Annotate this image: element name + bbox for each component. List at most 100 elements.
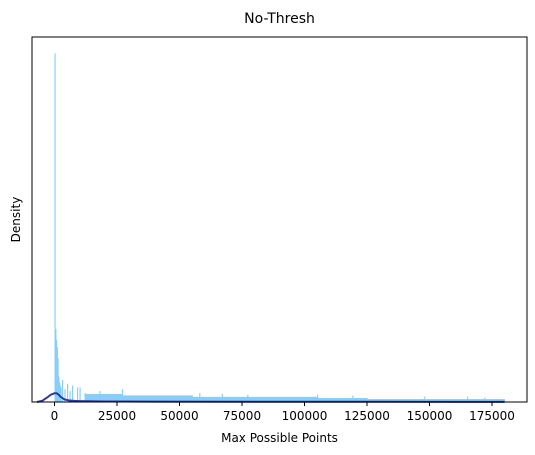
histogram-bar bbox=[196, 396, 198, 402]
histogram-bar bbox=[91, 393, 93, 402]
histogram-bar bbox=[449, 399, 451, 402]
histogram-bar bbox=[421, 399, 423, 402]
histogram-bar bbox=[158, 395, 160, 402]
histogram-bar bbox=[294, 396, 296, 402]
histogram-bar bbox=[226, 396, 228, 402]
histogram-bar bbox=[182, 395, 184, 402]
histogram-bar bbox=[120, 393, 122, 402]
histogram-bar bbox=[150, 395, 152, 402]
histogram-bar bbox=[159, 395, 161, 402]
histogram-bar bbox=[430, 399, 432, 402]
histogram-bar bbox=[499, 399, 501, 402]
histogram-bar bbox=[125, 395, 127, 402]
histogram-bar bbox=[296, 396, 298, 402]
histogram-bar bbox=[299, 396, 301, 402]
histogram-bar bbox=[230, 396, 232, 402]
histogram-bar bbox=[479, 399, 481, 402]
histogram-bar bbox=[470, 399, 472, 402]
histogram-bar bbox=[342, 397, 344, 402]
histogram-bar bbox=[188, 395, 190, 402]
histogram-bar bbox=[360, 397, 362, 402]
histogram-bar bbox=[263, 396, 265, 402]
histogram-bar bbox=[484, 397, 486, 402]
histogram-bar bbox=[313, 396, 315, 402]
histogram-bar bbox=[55, 329, 57, 402]
histogram-bar bbox=[222, 396, 224, 402]
histogram-bar bbox=[481, 399, 483, 402]
histogram-bar bbox=[464, 399, 466, 402]
histogram-bar bbox=[272, 396, 274, 402]
histogram-bar bbox=[483, 399, 485, 402]
histogram-bar bbox=[329, 397, 331, 402]
histogram-bar bbox=[242, 396, 244, 402]
histogram-bar bbox=[438, 399, 440, 402]
histogram-bar bbox=[353, 397, 355, 402]
histogram-bar bbox=[380, 399, 382, 402]
histogram-bar bbox=[345, 397, 347, 402]
histogram-bar bbox=[253, 396, 255, 402]
histogram-bar bbox=[437, 399, 439, 402]
histogram-bar bbox=[261, 396, 263, 402]
histogram-bar bbox=[366, 397, 368, 402]
histogram-bar bbox=[470, 399, 472, 402]
histogram-bar bbox=[308, 396, 310, 402]
histogram-bar bbox=[338, 397, 340, 402]
histogram-bar bbox=[221, 393, 223, 402]
histogram-bar bbox=[471, 399, 473, 402]
histogram-bar bbox=[268, 396, 270, 402]
histogram-bar bbox=[139, 395, 141, 402]
histogram-bar bbox=[141, 395, 143, 402]
histogram-bar bbox=[444, 399, 446, 402]
histogram-bar bbox=[138, 395, 140, 402]
histogram-bar bbox=[347, 397, 349, 402]
histogram-bar bbox=[108, 393, 110, 402]
histogram-bar bbox=[295, 396, 297, 402]
histogram-bar bbox=[318, 397, 320, 402]
histogram-bar bbox=[239, 396, 241, 402]
x-tick-label: 50000 bbox=[160, 409, 198, 423]
histogram-bar bbox=[128, 395, 130, 402]
histogram-bar bbox=[110, 393, 112, 402]
histogram-bar bbox=[310, 396, 312, 402]
histogram-bar bbox=[177, 395, 179, 402]
histogram-bar bbox=[343, 397, 345, 402]
histogram-bar bbox=[414, 399, 416, 402]
histogram-bar bbox=[106, 393, 108, 402]
histogram-bar bbox=[143, 395, 145, 402]
histogram-bar bbox=[324, 397, 326, 402]
histogram-bar bbox=[276, 396, 278, 402]
histogram-bar bbox=[408, 399, 410, 402]
histogram-bar bbox=[464, 399, 466, 402]
histogram-bar bbox=[244, 396, 246, 402]
histogram-bar bbox=[216, 396, 218, 402]
histogram-bar bbox=[279, 396, 281, 402]
histogram-bar bbox=[122, 395, 124, 402]
histogram-bar bbox=[280, 396, 282, 402]
histogram-bar bbox=[425, 399, 427, 402]
histogram-bar bbox=[201, 396, 203, 402]
histogram-bar bbox=[434, 399, 436, 402]
histogram-bar bbox=[380, 399, 382, 402]
histogram-bar bbox=[370, 399, 372, 402]
histogram-bar bbox=[333, 397, 335, 402]
histogram-bar bbox=[391, 399, 393, 402]
histogram-bar bbox=[140, 395, 142, 402]
histogram-bar bbox=[399, 399, 401, 402]
histogram-bar bbox=[212, 396, 214, 402]
histogram-bar bbox=[168, 395, 170, 402]
histogram-bar bbox=[432, 399, 434, 402]
histogram-bar bbox=[451, 399, 453, 402]
histogram-bar bbox=[374, 399, 376, 402]
histogram-bar bbox=[212, 396, 214, 402]
histogram-bar bbox=[152, 395, 154, 402]
histogram-bar bbox=[161, 395, 163, 402]
histogram-bar bbox=[220, 396, 222, 402]
histogram-bar bbox=[230, 396, 232, 402]
histogram-bar bbox=[89, 393, 91, 402]
histogram-bar bbox=[197, 396, 199, 402]
histogram-bar bbox=[56, 347, 58, 402]
histogram-bar bbox=[270, 396, 272, 402]
histogram-bar bbox=[332, 397, 334, 402]
histogram-bar bbox=[386, 399, 388, 402]
histogram-bar bbox=[225, 396, 227, 402]
